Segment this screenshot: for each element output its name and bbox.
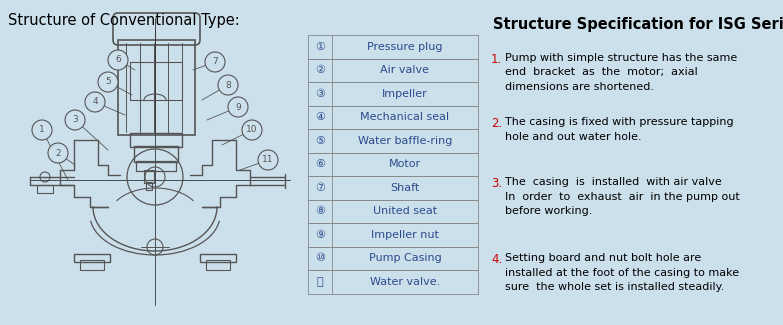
Circle shape — [108, 50, 128, 70]
Text: 11: 11 — [262, 155, 274, 164]
Text: Pump Casing: Pump Casing — [369, 253, 442, 263]
Circle shape — [242, 120, 262, 140]
Bar — [118, 40, 195, 135]
Circle shape — [228, 97, 248, 117]
Text: 3.: 3. — [491, 177, 502, 190]
Text: Setting board and nut bolt hole are: Setting board and nut bolt hole are — [505, 253, 702, 263]
Circle shape — [32, 120, 52, 140]
Text: Structure of Conventional Type:: Structure of Conventional Type: — [8, 13, 240, 28]
Circle shape — [85, 92, 105, 112]
Bar — [144, 170, 154, 183]
Text: 1.: 1. — [491, 53, 503, 66]
Text: ⑨: ⑨ — [315, 230, 325, 240]
Bar — [130, 133, 182, 147]
Circle shape — [98, 72, 118, 92]
Text: 3: 3 — [72, 115, 78, 124]
Text: Mechanical seal: Mechanical seal — [360, 112, 449, 122]
Text: Structure Specification for ISG Series:: Structure Specification for ISG Series: — [493, 17, 783, 32]
Text: ①: ① — [315, 42, 325, 52]
Text: 2: 2 — [55, 149, 61, 158]
Text: 10: 10 — [246, 125, 258, 135]
Text: 4.: 4. — [491, 253, 503, 266]
Text: 2.: 2. — [491, 117, 503, 130]
Text: 8: 8 — [226, 81, 231, 89]
Circle shape — [65, 110, 85, 130]
Text: Water valve.: Water valve. — [370, 277, 440, 287]
Text: Shaft: Shaft — [391, 183, 420, 193]
Text: 1: 1 — [39, 125, 45, 135]
Text: Water baffle-ring: Water baffle-ring — [358, 136, 453, 146]
Text: hole and out water hole.: hole and out water hole. — [505, 132, 642, 141]
Text: ⑧: ⑧ — [315, 206, 325, 216]
Text: installed at the foot of the casing to make: installed at the foot of the casing to m… — [505, 267, 739, 278]
Text: ⑤: ⑤ — [315, 136, 325, 146]
Text: dimensions are shortened.: dimensions are shortened. — [505, 82, 654, 92]
Bar — [200, 254, 236, 262]
Circle shape — [218, 75, 238, 95]
Circle shape — [258, 150, 278, 170]
Bar — [206, 260, 230, 270]
Text: 4: 4 — [92, 98, 98, 107]
Text: ⑪: ⑪ — [316, 277, 323, 287]
Bar — [37, 185, 53, 193]
Text: end  bracket  as  the  motor;  axial: end bracket as the motor; axial — [505, 68, 698, 77]
Text: Impeller nut: Impeller nut — [371, 230, 439, 240]
Text: In  order  to  exhaust  air  in the pump out: In order to exhaust air in the pump out — [505, 191, 740, 202]
Text: The  casing  is  installed  with air valve: The casing is installed with air valve — [505, 177, 722, 187]
Text: The casing is fixed with pressure tapping: The casing is fixed with pressure tappin… — [505, 117, 734, 127]
Bar — [134, 146, 178, 162]
Text: ⑦: ⑦ — [315, 183, 325, 193]
Bar — [136, 161, 176, 171]
Text: 5: 5 — [105, 77, 111, 86]
Text: United seat: United seat — [373, 206, 437, 216]
Text: before working.: before working. — [505, 206, 593, 216]
Text: ③: ③ — [315, 89, 325, 99]
Text: sure  the whole set is installed steadily.: sure the whole set is installed steadily… — [505, 282, 724, 292]
Bar — [146, 182, 152, 190]
Text: ⑩: ⑩ — [315, 253, 325, 263]
Bar — [80, 260, 104, 270]
Text: Motor: Motor — [389, 159, 421, 169]
Text: Pressure plug: Pressure plug — [367, 42, 442, 52]
Bar — [130, 62, 182, 100]
Text: ⑥: ⑥ — [315, 159, 325, 169]
Text: ②: ② — [315, 65, 325, 75]
Circle shape — [205, 52, 225, 72]
Text: Impeller: Impeller — [382, 89, 428, 99]
Text: ④: ④ — [315, 112, 325, 122]
Text: 9: 9 — [235, 102, 241, 111]
Text: Pump with simple structure has the same: Pump with simple structure has the same — [505, 53, 738, 63]
Circle shape — [48, 143, 68, 163]
Bar — [74, 254, 110, 262]
Text: 6: 6 — [115, 56, 121, 64]
Text: Air valve: Air valve — [381, 65, 430, 75]
Text: 7: 7 — [212, 58, 218, 67]
